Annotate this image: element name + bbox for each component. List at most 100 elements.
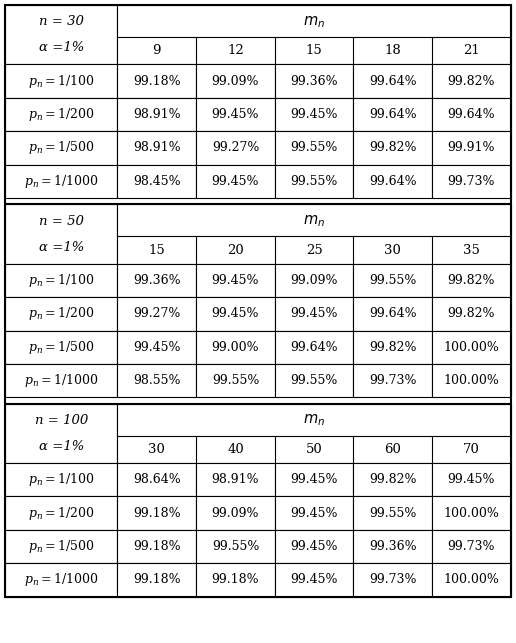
Text: 50: 50 (306, 443, 322, 456)
Bar (5, 204, 118, 264)
Bar (5, 463, 118, 496)
Text: n = 30: n = 30 (39, 15, 84, 28)
Text: 15: 15 (149, 244, 165, 257)
Text: 99.64%: 99.64% (369, 75, 416, 87)
Bar (432, 98, 511, 131)
Text: 98.64%: 98.64% (133, 473, 181, 486)
Bar (353, 264, 432, 297)
Bar (118, 264, 196, 297)
Bar (432, 563, 511, 597)
Text: $p_n = 1/100$: $p_n = 1/100$ (28, 73, 94, 89)
Bar (118, 131, 196, 165)
Bar (275, 496, 353, 530)
Text: 99.55%: 99.55% (291, 175, 338, 188)
Bar (275, 530, 353, 563)
Bar (5, 165, 118, 198)
Bar (353, 496, 432, 530)
Text: 99.45%: 99.45% (291, 540, 338, 553)
Text: $p_n = 1/1000$: $p_n = 1/1000$ (24, 173, 99, 190)
Bar (196, 563, 275, 597)
Text: 99.45%: 99.45% (291, 574, 338, 586)
Text: 99.82%: 99.82% (448, 307, 495, 320)
Bar (196, 165, 275, 198)
Text: 99.09%: 99.09% (212, 507, 259, 520)
Bar (275, 98, 353, 131)
Bar (118, 404, 511, 463)
Text: 98.55%: 98.55% (133, 374, 181, 387)
Text: 98.91%: 98.91% (133, 141, 181, 154)
Bar (432, 165, 511, 198)
Bar (5, 264, 118, 297)
Text: 99.45%: 99.45% (212, 175, 259, 188)
Bar (432, 496, 511, 530)
Text: 99.64%: 99.64% (369, 307, 416, 320)
Text: 99.91%: 99.91% (448, 141, 495, 154)
Bar (432, 297, 511, 331)
Text: $p_n = 1/1000$: $p_n = 1/1000$ (24, 372, 99, 389)
Text: 99.09%: 99.09% (291, 274, 338, 287)
Bar (353, 463, 432, 496)
Bar (275, 131, 353, 165)
Bar (275, 64, 353, 98)
Bar (5, 496, 118, 530)
Bar (353, 364, 432, 397)
Bar (5, 530, 118, 563)
Text: 21: 21 (463, 44, 480, 57)
Bar (118, 98, 196, 131)
Text: 99.18%: 99.18% (133, 540, 181, 553)
Text: $p_n = 1/ 500$: $p_n = 1/ 500$ (28, 339, 94, 356)
Text: 99.82%: 99.82% (448, 274, 495, 287)
Bar (5, 131, 118, 165)
Text: 9: 9 (153, 44, 161, 57)
Bar (432, 364, 511, 397)
Text: 99.45%: 99.45% (212, 274, 259, 287)
Bar (196, 331, 275, 364)
Text: $p_n = 1/ 500$: $p_n = 1/ 500$ (28, 140, 94, 156)
Bar (196, 264, 275, 297)
Text: 99.82%: 99.82% (369, 341, 416, 354)
Text: 99.55%: 99.55% (212, 374, 259, 387)
Bar (118, 331, 196, 364)
Text: 12: 12 (227, 44, 244, 57)
Bar (5, 64, 118, 98)
Bar (118, 5, 511, 64)
Bar (275, 563, 353, 597)
Bar (118, 64, 196, 98)
Bar (353, 297, 432, 331)
Text: 99.73%: 99.73% (369, 574, 416, 586)
Bar (5, 98, 118, 131)
Bar (118, 297, 196, 331)
Text: 100.00%: 100.00% (444, 507, 499, 520)
Text: α =1%: α =1% (39, 41, 84, 54)
Text: 99.45%: 99.45% (291, 307, 338, 320)
Text: 100.00%: 100.00% (444, 374, 499, 387)
Text: 99.45%: 99.45% (212, 307, 259, 320)
Text: 99.73%: 99.73% (448, 175, 495, 188)
Text: $p_n = 1/1000$: $p_n = 1/1000$ (24, 572, 99, 588)
Text: $m_n$: $m_n$ (303, 14, 325, 30)
Text: 99.45%: 99.45% (448, 473, 495, 486)
Bar (432, 463, 511, 496)
Text: 99.82%: 99.82% (369, 473, 416, 486)
Bar (5, 364, 118, 397)
Text: $m_n$: $m_n$ (303, 213, 325, 229)
Bar (353, 64, 432, 98)
Bar (196, 530, 275, 563)
Bar (196, 297, 275, 331)
Bar (275, 331, 353, 364)
Text: 99.36%: 99.36% (369, 540, 416, 553)
Text: 99.09%: 99.09% (212, 75, 259, 87)
Text: 60: 60 (384, 443, 401, 456)
Text: 18: 18 (384, 44, 401, 57)
Text: 99.55%: 99.55% (369, 274, 416, 287)
Bar (196, 98, 275, 131)
Text: 98.91%: 98.91% (133, 108, 181, 121)
Text: $p_n = 1/ 200$: $p_n = 1/ 200$ (28, 305, 94, 322)
Text: 99.18%: 99.18% (133, 574, 181, 586)
Text: 40: 40 (227, 443, 244, 456)
Text: 20: 20 (227, 244, 244, 257)
Text: 98.45%: 98.45% (133, 175, 181, 188)
Bar (353, 530, 432, 563)
Text: 99.55%: 99.55% (291, 141, 338, 154)
Text: $p_n = 1/100$: $p_n = 1/100$ (28, 272, 94, 289)
